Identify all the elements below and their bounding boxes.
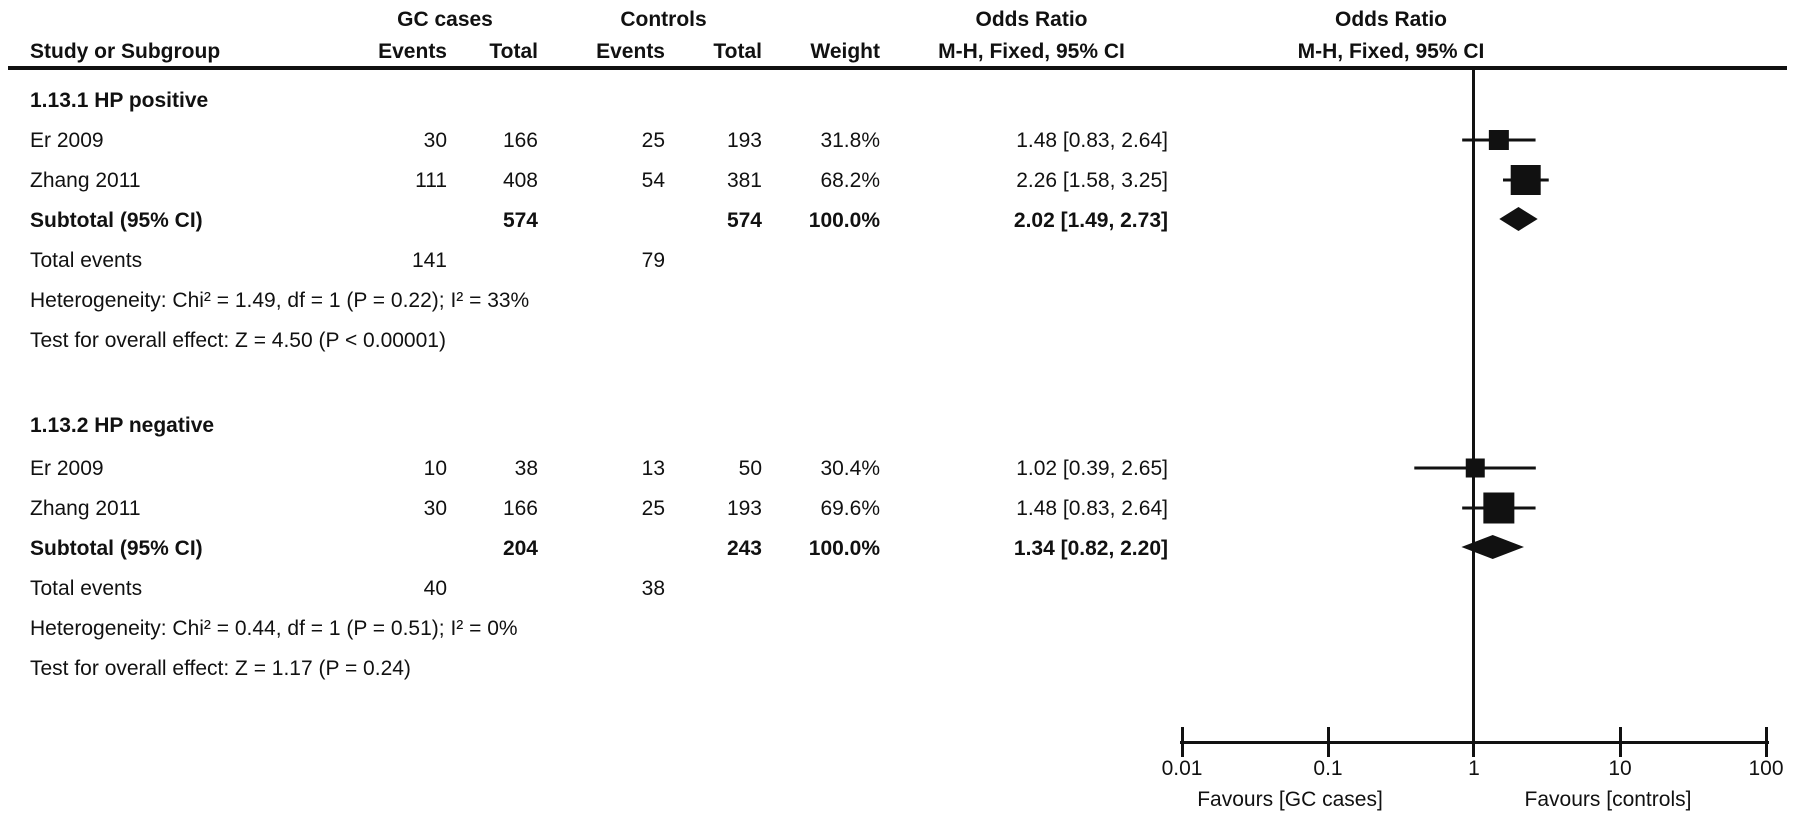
overall-effect-text: Test for overall effect: Z = 4.50 (P < 0… bbox=[30, 329, 446, 352]
study-events1: 10 bbox=[423, 457, 447, 480]
study-total1: 408 bbox=[502, 169, 538, 192]
subtotal-total1: 204 bbox=[502, 537, 538, 560]
total-events2: 79 bbox=[641, 249, 665, 272]
total-events1: 40 bbox=[423, 577, 447, 600]
study-name: Zhang 2011 bbox=[30, 169, 141, 192]
axis-tick bbox=[1327, 727, 1330, 757]
study-ci: 1.48 [0.83, 2.64] bbox=[1016, 497, 1168, 520]
favours-left-label: Favours [GC cases] bbox=[1197, 788, 1383, 811]
study-events1: 111 bbox=[415, 169, 447, 192]
study-total2: 50 bbox=[738, 457, 762, 480]
study-events2: 25 bbox=[641, 129, 665, 152]
axis-tick bbox=[1472, 727, 1475, 757]
study-total2: 193 bbox=[726, 497, 762, 520]
study-total1: 38 bbox=[514, 457, 538, 480]
study-events1: 30 bbox=[423, 497, 447, 520]
subtotal-weight: 100.0% bbox=[808, 537, 880, 560]
axis-tick-label: 0.01 bbox=[1161, 757, 1203, 780]
header-weight: Weight bbox=[810, 40, 880, 63]
subtotal-diamond bbox=[1499, 207, 1538, 231]
study-weight: 30.4% bbox=[820, 457, 880, 480]
study-total2: 193 bbox=[726, 129, 762, 152]
axis-tick-label: 100 bbox=[1748, 757, 1784, 780]
study-events2: 13 bbox=[641, 457, 665, 480]
study-weight: 31.8% bbox=[820, 129, 880, 152]
study-square bbox=[1465, 458, 1485, 478]
header-total1: Total bbox=[489, 40, 538, 63]
subtotal-ci: 1.34 [0.82, 2.20] bbox=[1013, 537, 1168, 560]
heterogeneity-text: Heterogeneity: Chi² = 1.49, df = 1 (P = … bbox=[30, 289, 530, 312]
study-name: Er 2009 bbox=[30, 457, 104, 480]
study-square bbox=[1483, 492, 1515, 524]
study-ci: 1.48 [0.83, 2.64] bbox=[1016, 129, 1168, 152]
total-events-label: Total events bbox=[30, 249, 143, 272]
header-study-col: Study or Subgroup bbox=[30, 40, 221, 63]
header-odds-ratio-right: Odds Ratio bbox=[1334, 8, 1447, 31]
total-events2: 38 bbox=[641, 577, 665, 600]
subtotal-label: Subtotal (95% CI) bbox=[30, 537, 203, 560]
subtotal-total2: 243 bbox=[726, 537, 762, 560]
header-events1: Events bbox=[378, 40, 447, 63]
subgroup-title: 1.13.1 HP positive bbox=[30, 89, 209, 112]
subtotal-label: Subtotal (95% CI) bbox=[30, 209, 203, 232]
study-square bbox=[1510, 165, 1541, 195]
heterogeneity-text: Heterogeneity: Chi² = 0.44, df = 1 (P = … bbox=[30, 617, 518, 640]
header-odds-ratio-left: Odds Ratio bbox=[975, 8, 1088, 31]
study-events1: 30 bbox=[423, 129, 447, 152]
header-controls: Controls bbox=[620, 8, 707, 31]
total-events1: 141 bbox=[411, 249, 447, 272]
subtotal-total1: 574 bbox=[502, 209, 538, 232]
no-effect-line bbox=[1472, 70, 1475, 744]
overall-effect-text: Test for overall effect: Z = 1.17 (P = 0… bbox=[30, 657, 411, 680]
study-total1: 166 bbox=[502, 497, 538, 520]
study-total2: 381 bbox=[726, 169, 762, 192]
study-weight: 69.6% bbox=[820, 497, 880, 520]
axis-tick bbox=[1765, 727, 1768, 757]
study-events2: 54 bbox=[641, 169, 665, 192]
study-name: Er 2009 bbox=[30, 129, 104, 152]
favours-right-label: Favours [controls] bbox=[1524, 788, 1692, 811]
study-ci: 2.26 [1.58, 3.25] bbox=[1016, 169, 1168, 192]
study-total1: 166 bbox=[502, 129, 538, 152]
header-divider-line bbox=[8, 66, 1787, 70]
subgroup-title: 1.13.2 HP negative bbox=[30, 414, 215, 437]
header-mh-right: M-H, Fixed, 95% CI bbox=[1297, 40, 1485, 63]
header-gc-cases: GC cases bbox=[397, 8, 493, 31]
axis-tick-label: 0.1 bbox=[1313, 757, 1343, 780]
axis-tick bbox=[1619, 727, 1622, 757]
study-ci: 1.02 [0.39, 2.65] bbox=[1016, 457, 1168, 480]
header-events2: Events bbox=[596, 40, 665, 63]
axis-tick-label: 1 bbox=[1468, 757, 1480, 780]
header-total2: Total bbox=[713, 40, 762, 63]
subtotal-weight: 100.0% bbox=[808, 209, 880, 232]
study-weight: 68.2% bbox=[820, 169, 880, 192]
total-events-label: Total events bbox=[30, 577, 143, 600]
study-square bbox=[1488, 130, 1509, 150]
axis-tick-label: 10 bbox=[1608, 757, 1632, 780]
subtotal-diamond bbox=[1461, 535, 1524, 559]
subtotal-ci: 2.02 [1.49, 2.73] bbox=[1013, 209, 1168, 232]
study-events2: 25 bbox=[641, 497, 665, 520]
study-name: Zhang 2011 bbox=[30, 497, 141, 520]
header-mh-left: M-H, Fixed, 95% CI bbox=[938, 40, 1125, 63]
subtotal-total2: 574 bbox=[726, 209, 762, 232]
axis-tick bbox=[1181, 727, 1184, 757]
